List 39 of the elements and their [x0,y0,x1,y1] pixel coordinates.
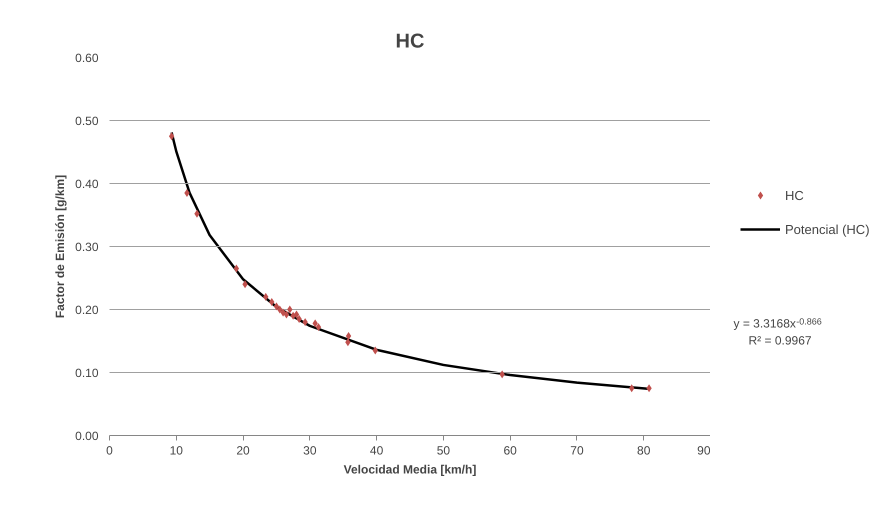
point [316,323,322,332]
point [274,302,280,310]
point [168,132,174,140]
legend-label: HC [785,188,805,202]
y-tick-label: 0.10 [75,366,99,380]
y-tick-label: 0.20 [75,303,99,317]
x-tick-label: 40 [370,444,384,458]
x-tick-label: 20 [236,444,250,458]
y-axis-title: Factor de Emisión [g/km] [53,174,68,318]
x-tick-label: 50 [436,444,450,458]
point [294,310,300,319]
x-axis-title: Velocidad Media [km/h] [344,462,476,476]
legend-label: Potencial (HC) [785,222,871,236]
point [280,308,286,317]
y-tick-label: 0.40 [75,177,99,191]
x-tick-label: 70 [570,444,584,458]
point [346,332,352,340]
y-tick-label: 0.60 [75,51,99,65]
point [284,310,290,319]
x-tick-label: 60 [503,444,518,458]
x-tick-label: 10 [170,444,184,458]
text: R² = 0.9967 [748,334,812,348]
point [646,384,652,392]
point [302,318,308,326]
chart-title: HC [396,30,424,52]
y-tick-label: 0.30 [75,240,99,254]
x-tick-label: 30 [303,444,317,458]
point [234,264,240,273]
point [184,188,190,197]
point [345,338,351,346]
y-tick-label: 0.50 [75,114,99,128]
y-tick-label: 0.00 [75,429,99,443]
x-tick-label: 90 [697,444,711,458]
x-tick-label: 80 [637,444,651,458]
point [296,314,302,323]
x-tick-label: 0 [106,444,114,458]
point [194,210,200,218]
point [242,280,248,288]
point [499,370,505,378]
